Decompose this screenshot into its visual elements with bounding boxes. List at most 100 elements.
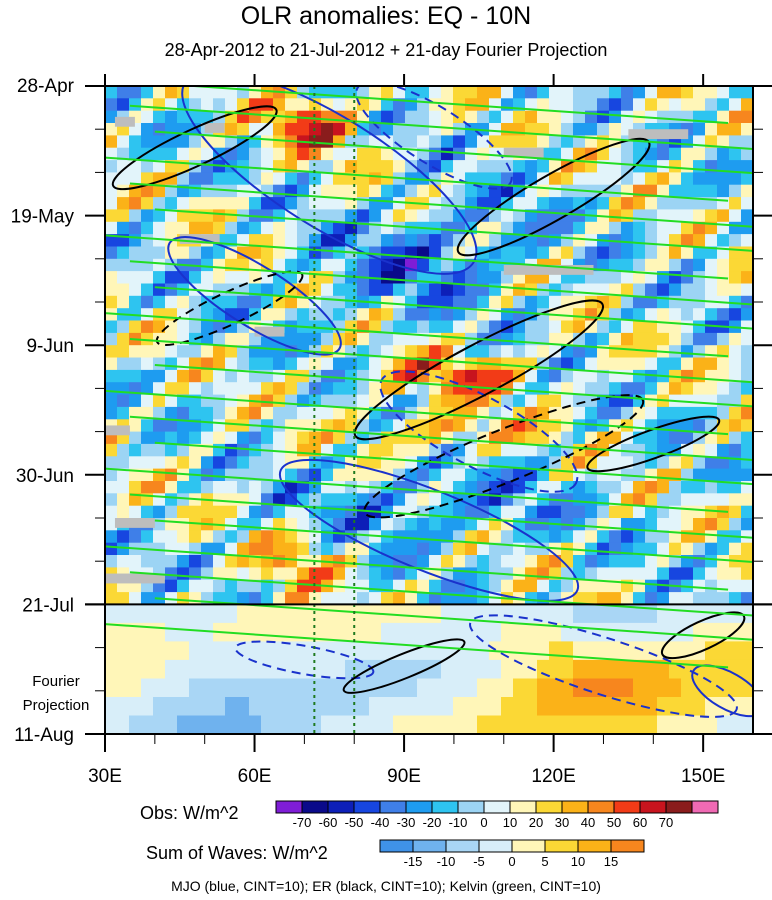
- field-cell: [645, 258, 658, 272]
- forecast-cell: [201, 641, 214, 661]
- forecast-cell: [489, 659, 502, 679]
- field-cell: [609, 431, 622, 445]
- field-cell: [189, 518, 202, 531]
- field-cell: [501, 295, 514, 309]
- field-cell: [285, 172, 298, 186]
- field-cell: [549, 406, 562, 420]
- field-cell: [717, 382, 730, 396]
- field-cell: [261, 382, 274, 396]
- forecast-cell: [609, 678, 622, 698]
- field-cell: [417, 258, 430, 272]
- field-cell: [249, 456, 262, 470]
- field-cell: [705, 468, 718, 482]
- field-cell: [273, 147, 286, 161]
- field-cell: [117, 221, 130, 235]
- field-cell: [621, 382, 634, 396]
- field-cell: [141, 110, 154, 124]
- field-cell: [537, 345, 550, 359]
- field-cell: [261, 542, 274, 556]
- field-cell: [489, 369, 502, 383]
- field-cell: [633, 234, 646, 248]
- field-cell: [357, 308, 370, 322]
- field-cell: [321, 592, 334, 606]
- field-cell: [333, 382, 346, 396]
- field-cell: [429, 518, 442, 531]
- field-cell: [417, 110, 430, 124]
- field-cell: [285, 431, 298, 445]
- field-cell: [669, 357, 682, 371]
- field-cell: [321, 332, 334, 346]
- field-cell: [153, 481, 166, 494]
- field-cell: [105, 295, 118, 309]
- field-cell: [237, 295, 250, 309]
- field-cell: [201, 394, 214, 408]
- field-cell: [525, 135, 538, 149]
- field-cell: [453, 394, 466, 408]
- field-cell: [177, 86, 190, 99]
- field-cell: [117, 505, 130, 519]
- field-cell: [681, 246, 694, 260]
- field-cell: [177, 246, 190, 260]
- field-cell: [309, 518, 322, 531]
- forecast-cell: [633, 678, 646, 698]
- forecast-cell: [537, 678, 550, 698]
- field-cell: [153, 419, 166, 433]
- field-cell: [153, 345, 166, 359]
- field-cell: [633, 505, 646, 519]
- field-cell: [693, 332, 706, 346]
- forecast-cell: [441, 659, 454, 679]
- forecast-cell: [633, 697, 646, 717]
- field-cell: [381, 493, 394, 507]
- field-cell: [141, 123, 154, 136]
- field-cell: [273, 221, 286, 235]
- field-cell: [105, 394, 118, 408]
- field-cell: [153, 258, 166, 272]
- field-cell: [369, 234, 382, 248]
- field-cell: [585, 86, 598, 99]
- field-cell: [561, 419, 574, 433]
- field-cell: [309, 308, 322, 322]
- field-cell: [441, 123, 454, 136]
- field-cell: [477, 209, 490, 223]
- field-cell: [537, 197, 550, 211]
- colorbar-label: -30: [397, 815, 416, 830]
- field-cell: [141, 431, 154, 445]
- forecast-cell: [153, 604, 166, 624]
- field-cell: [297, 579, 310, 593]
- field-cell: [621, 283, 634, 297]
- field-cell: [153, 295, 166, 309]
- field-cell: [681, 184, 694, 198]
- field-cell: [213, 258, 226, 272]
- forecast-cell: [417, 604, 430, 624]
- field-cell: [621, 184, 634, 198]
- field-cell: [717, 197, 730, 211]
- field-cell: [573, 160, 586, 174]
- field-cell: [129, 394, 142, 408]
- field-cell: [657, 468, 670, 482]
- field-cell: [729, 505, 742, 519]
- field-cell: [369, 518, 382, 531]
- field-cell: [141, 481, 154, 494]
- field-cell: [609, 258, 622, 272]
- field-cell: [657, 518, 670, 531]
- field-cell: [141, 160, 154, 174]
- field-cell: [549, 184, 562, 198]
- field-cell: [345, 221, 358, 235]
- field-cell: [429, 345, 442, 359]
- field-cell: [369, 443, 382, 457]
- field-cell: [141, 357, 154, 371]
- field-cell: [489, 110, 502, 124]
- field-cell: [609, 295, 622, 309]
- forecast-cell: [537, 641, 550, 661]
- forecast-cell: [129, 641, 142, 661]
- field-cell: [249, 172, 262, 186]
- field-cell: [237, 481, 250, 494]
- field-cell: [357, 431, 370, 445]
- field-cell: [633, 295, 646, 309]
- field-cell: [705, 592, 718, 606]
- field-cell: [729, 123, 742, 136]
- field-cell: [405, 221, 418, 235]
- field-cell: [321, 221, 334, 235]
- field-cell: [741, 542, 753, 556]
- forecast-cell: [321, 678, 334, 698]
